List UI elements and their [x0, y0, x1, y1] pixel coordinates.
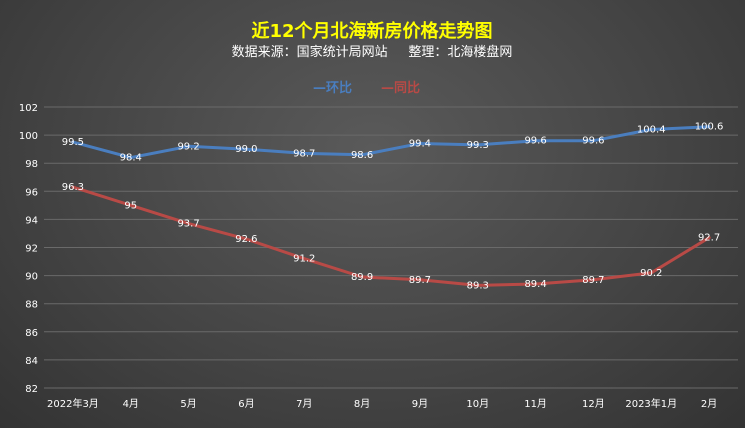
x-tick-label: 10月 [466, 398, 489, 410]
data-point [418, 278, 422, 282]
data-point [476, 283, 480, 287]
y-tick-label: 88 [25, 300, 38, 311]
data-label: 99.0 [235, 144, 257, 155]
data-point [302, 257, 306, 261]
y-tick-label: 102 [19, 103, 38, 114]
data-label: 93.7 [177, 219, 199, 230]
data-label: 98.7 [293, 148, 315, 159]
data-labels: 99.5 98.4 99.2 99.0 98.7 98.6 99.4 99.3 99.6 99.6… [62, 122, 724, 292]
data-label: 95 [124, 200, 137, 211]
data-point [360, 275, 364, 279]
chart-title: 近12个月北海新房价格走势图 [251, 20, 492, 42]
data-label: 89.7 [582, 275, 604, 286]
x-tick-label: 7月 [296, 398, 312, 410]
data-point [707, 236, 711, 240]
y-tick-label: 84 [25, 356, 38, 367]
data-point [302, 151, 306, 155]
y-tick-label: 86 [25, 328, 38, 339]
data-point [129, 203, 133, 207]
x-tick-label: 11月 [524, 398, 547, 410]
x-tick-label: 6月 [238, 398, 254, 410]
data-label: 96.3 [62, 182, 84, 193]
data-point [244, 147, 248, 151]
data-point [71, 185, 75, 189]
chart-subtitle: 数据来源：国家统计局网站 整理：北海楼盘网 [232, 44, 513, 60]
data-point [534, 282, 538, 286]
data-label: 90.2 [640, 268, 662, 279]
x-tick-label: 4月 [123, 398, 139, 410]
data-label: 89.3 [467, 280, 489, 291]
series-line-2 [71, 185, 711, 287]
data-label: 99.6 [582, 136, 604, 147]
data-label: 98.6 [351, 150, 373, 161]
data-point [360, 153, 364, 157]
data-point [707, 125, 711, 129]
data-label: 89.9 [351, 272, 373, 283]
data-point [187, 144, 191, 148]
y-axis: 82 84 86 88 90 92 94 96 98 100 102 [19, 103, 38, 395]
legend-series-1: —环比 [313, 80, 352, 96]
y-tick-label: 90 [25, 272, 38, 283]
data-point [476, 143, 480, 147]
data-label: 100.6 [695, 122, 724, 133]
data-label: 99.3 [467, 140, 489, 151]
data-label: 92.6 [235, 234, 257, 245]
data-label: 92.7 [698, 233, 720, 244]
data-label: 100.4 [637, 124, 666, 135]
x-tick-label: 5月 [180, 398, 196, 410]
x-tick-label: 2023年1月 [625, 397, 677, 410]
data-label: 99.5 [62, 137, 84, 148]
x-tick-label: 2月 [701, 398, 717, 410]
data-point [129, 156, 133, 160]
data-label: 99.2 [177, 141, 199, 152]
y-tick-label: 98 [25, 159, 38, 170]
data-point [244, 237, 248, 241]
data-point [71, 140, 75, 144]
data-label: 91.2 [293, 254, 315, 265]
data-point [649, 271, 653, 275]
y-tick-label: 92 [25, 244, 38, 255]
data-label: 99.4 [409, 139, 431, 150]
x-tick-label: 2022年3月 [47, 397, 99, 410]
y-tick-label: 96 [25, 187, 38, 198]
legend: —环比 —同比 [313, 80, 420, 96]
x-tick-label: 9月 [412, 398, 428, 410]
data-point [187, 222, 191, 226]
data-label: 99.6 [524, 136, 546, 147]
legend-series-2: —同比 [381, 80, 420, 96]
x-tick-label: 12月 [582, 398, 605, 410]
data-label: 98.4 [120, 153, 142, 164]
data-point [534, 139, 538, 143]
data-point [649, 127, 653, 131]
data-point [418, 142, 422, 146]
x-tick-label: 8月 [354, 398, 370, 410]
y-tick-label: 82 [25, 384, 38, 395]
series [71, 125, 711, 287]
x-axis: 2022年3月 4月 5月 6月 7月 8月 9月 10月 11月 12月 2023年1月 2月 [47, 397, 717, 410]
series-line-1 [71, 125, 711, 160]
data-label: 89.4 [524, 279, 546, 290]
data-point [591, 278, 595, 282]
y-tick-label: 94 [25, 215, 38, 226]
y-tick-label: 100 [19, 131, 38, 142]
data-point [591, 139, 595, 143]
data-label: 89.7 [409, 275, 431, 286]
